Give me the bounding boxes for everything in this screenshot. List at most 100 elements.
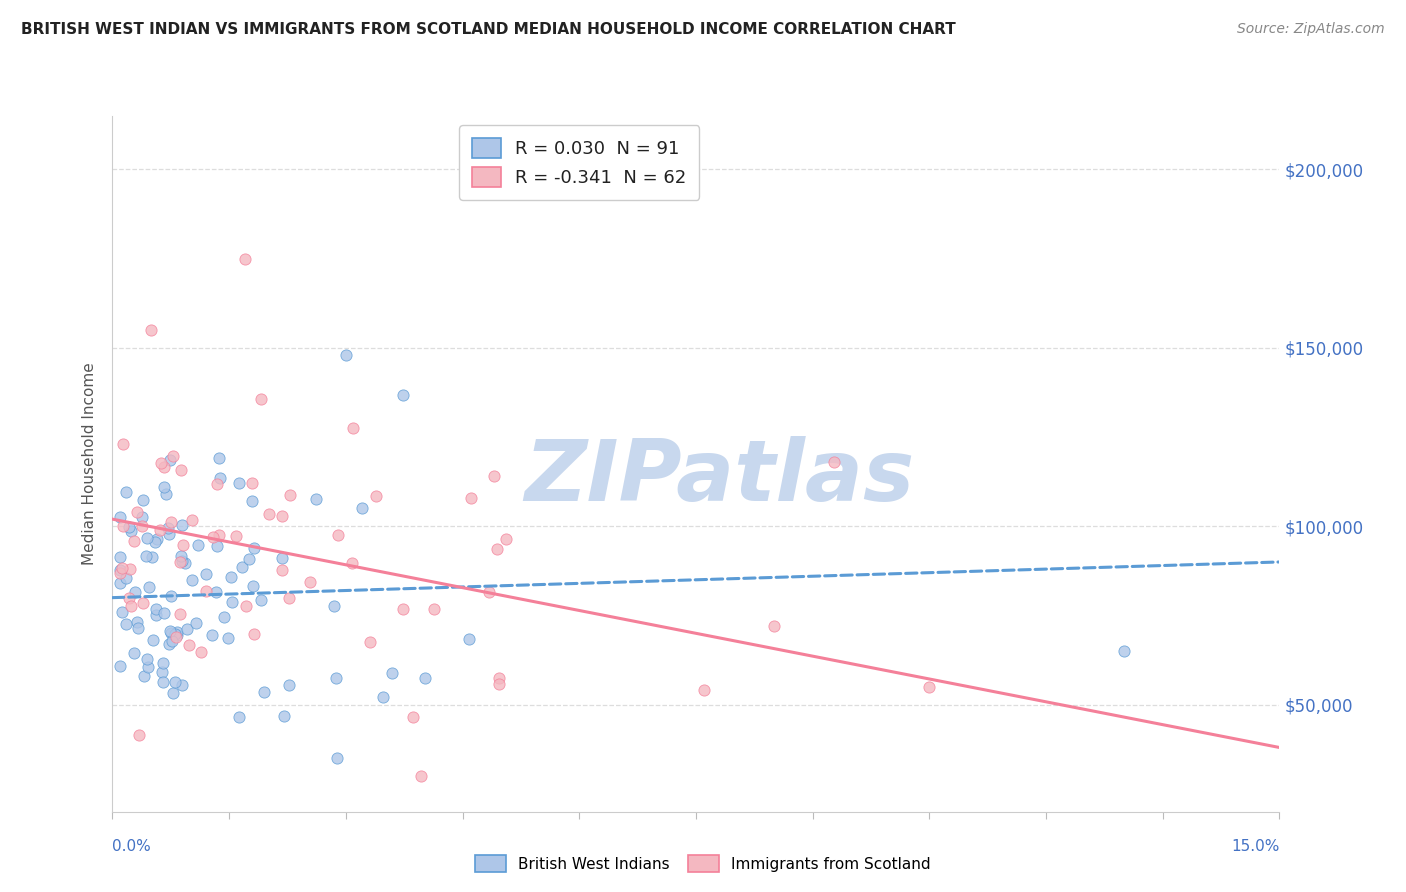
Point [233, 252, 256, 266]
Point [280, 488, 302, 502]
Point [160, 634, 183, 648]
Point [134, 668, 156, 682]
Point [271, 509, 294, 524]
Point [160, 625, 183, 640]
Point [120, 524, 142, 538]
Point [169, 555, 191, 569]
Point [187, 538, 209, 552]
Point [162, 686, 184, 700]
Point [823, 455, 845, 469]
Point [127, 621, 149, 635]
Point [152, 656, 174, 670]
Point [208, 471, 231, 485]
Point [156, 521, 179, 535]
Point [138, 580, 160, 594]
Point [159, 589, 181, 603]
Point [364, 489, 387, 503]
Point [478, 584, 501, 599]
Point [124, 585, 146, 599]
Point [243, 541, 266, 556]
Y-axis label: Median Household Income: Median Household Income [82, 362, 97, 566]
Point [159, 452, 181, 467]
Point [322, 599, 344, 613]
Point [172, 538, 194, 552]
Point [204, 585, 226, 599]
Point [166, 624, 188, 639]
Point [1112, 644, 1135, 658]
Point [170, 549, 193, 563]
Point [208, 528, 231, 542]
Point [240, 476, 263, 491]
Point [299, 575, 322, 590]
Point [207, 450, 229, 465]
Point [457, 632, 479, 647]
Point [111, 519, 134, 533]
Point [170, 463, 193, 477]
Point [242, 579, 264, 593]
Point [242, 627, 264, 641]
Point [762, 619, 785, 633]
Point [352, 500, 374, 515]
Point [273, 708, 295, 723]
Text: BRITISH WEST INDIAN VS IMMIGRANTS FROM SCOTLAND MEDIAN HOUSEHOLD INCOME CORRELAT: BRITISH WEST INDIAN VS IMMIGRANTS FROM S… [21, 22, 956, 37]
Point [110, 659, 132, 673]
Point [141, 549, 163, 564]
Point [165, 626, 187, 640]
Point [326, 751, 349, 765]
Point [160, 515, 183, 529]
Point [162, 449, 184, 463]
Point [115, 485, 138, 500]
Point [228, 476, 250, 491]
Point [170, 554, 193, 568]
Point [918, 680, 941, 694]
Point [136, 531, 159, 545]
Point [392, 388, 415, 402]
Point [253, 685, 276, 699]
Point [141, 323, 163, 337]
Point [257, 507, 280, 521]
Point [186, 616, 208, 631]
Point [127, 505, 149, 519]
Point [166, 628, 188, 642]
Point [381, 666, 404, 681]
Point [110, 509, 132, 524]
Point [159, 624, 181, 638]
Point [135, 549, 157, 563]
Point [195, 566, 218, 581]
Point [278, 591, 301, 606]
Point [165, 631, 187, 645]
Legend: British West Indians, Immigrants from Scotland: British West Indians, Immigrants from Sc… [468, 847, 938, 880]
Point [238, 551, 260, 566]
Point [217, 631, 239, 645]
Point [231, 559, 253, 574]
Point [482, 469, 505, 483]
Point [235, 599, 257, 614]
Point [460, 491, 482, 506]
Point [693, 683, 716, 698]
Point [488, 671, 510, 685]
Point [114, 570, 136, 584]
Point [131, 492, 153, 507]
Point [131, 519, 153, 533]
Text: 15.0%: 15.0% [1232, 838, 1279, 854]
Point [153, 606, 176, 620]
Point [190, 645, 212, 659]
Point [495, 533, 517, 547]
Point [110, 605, 132, 619]
Point [155, 486, 177, 500]
Point [271, 563, 294, 577]
Point [145, 608, 167, 623]
Point [110, 550, 132, 565]
Point [195, 584, 218, 599]
Point [219, 570, 242, 584]
Legend: R = 0.030  N = 91, R = -0.341  N = 62: R = 0.030 N = 91, R = -0.341 N = 62 [460, 125, 699, 200]
Point [325, 671, 347, 685]
Point [157, 527, 180, 541]
Point [132, 597, 155, 611]
Point [373, 690, 395, 705]
Point [149, 457, 172, 471]
Point [205, 477, 228, 491]
Point [225, 528, 247, 542]
Point [110, 576, 132, 591]
Point [136, 652, 159, 666]
